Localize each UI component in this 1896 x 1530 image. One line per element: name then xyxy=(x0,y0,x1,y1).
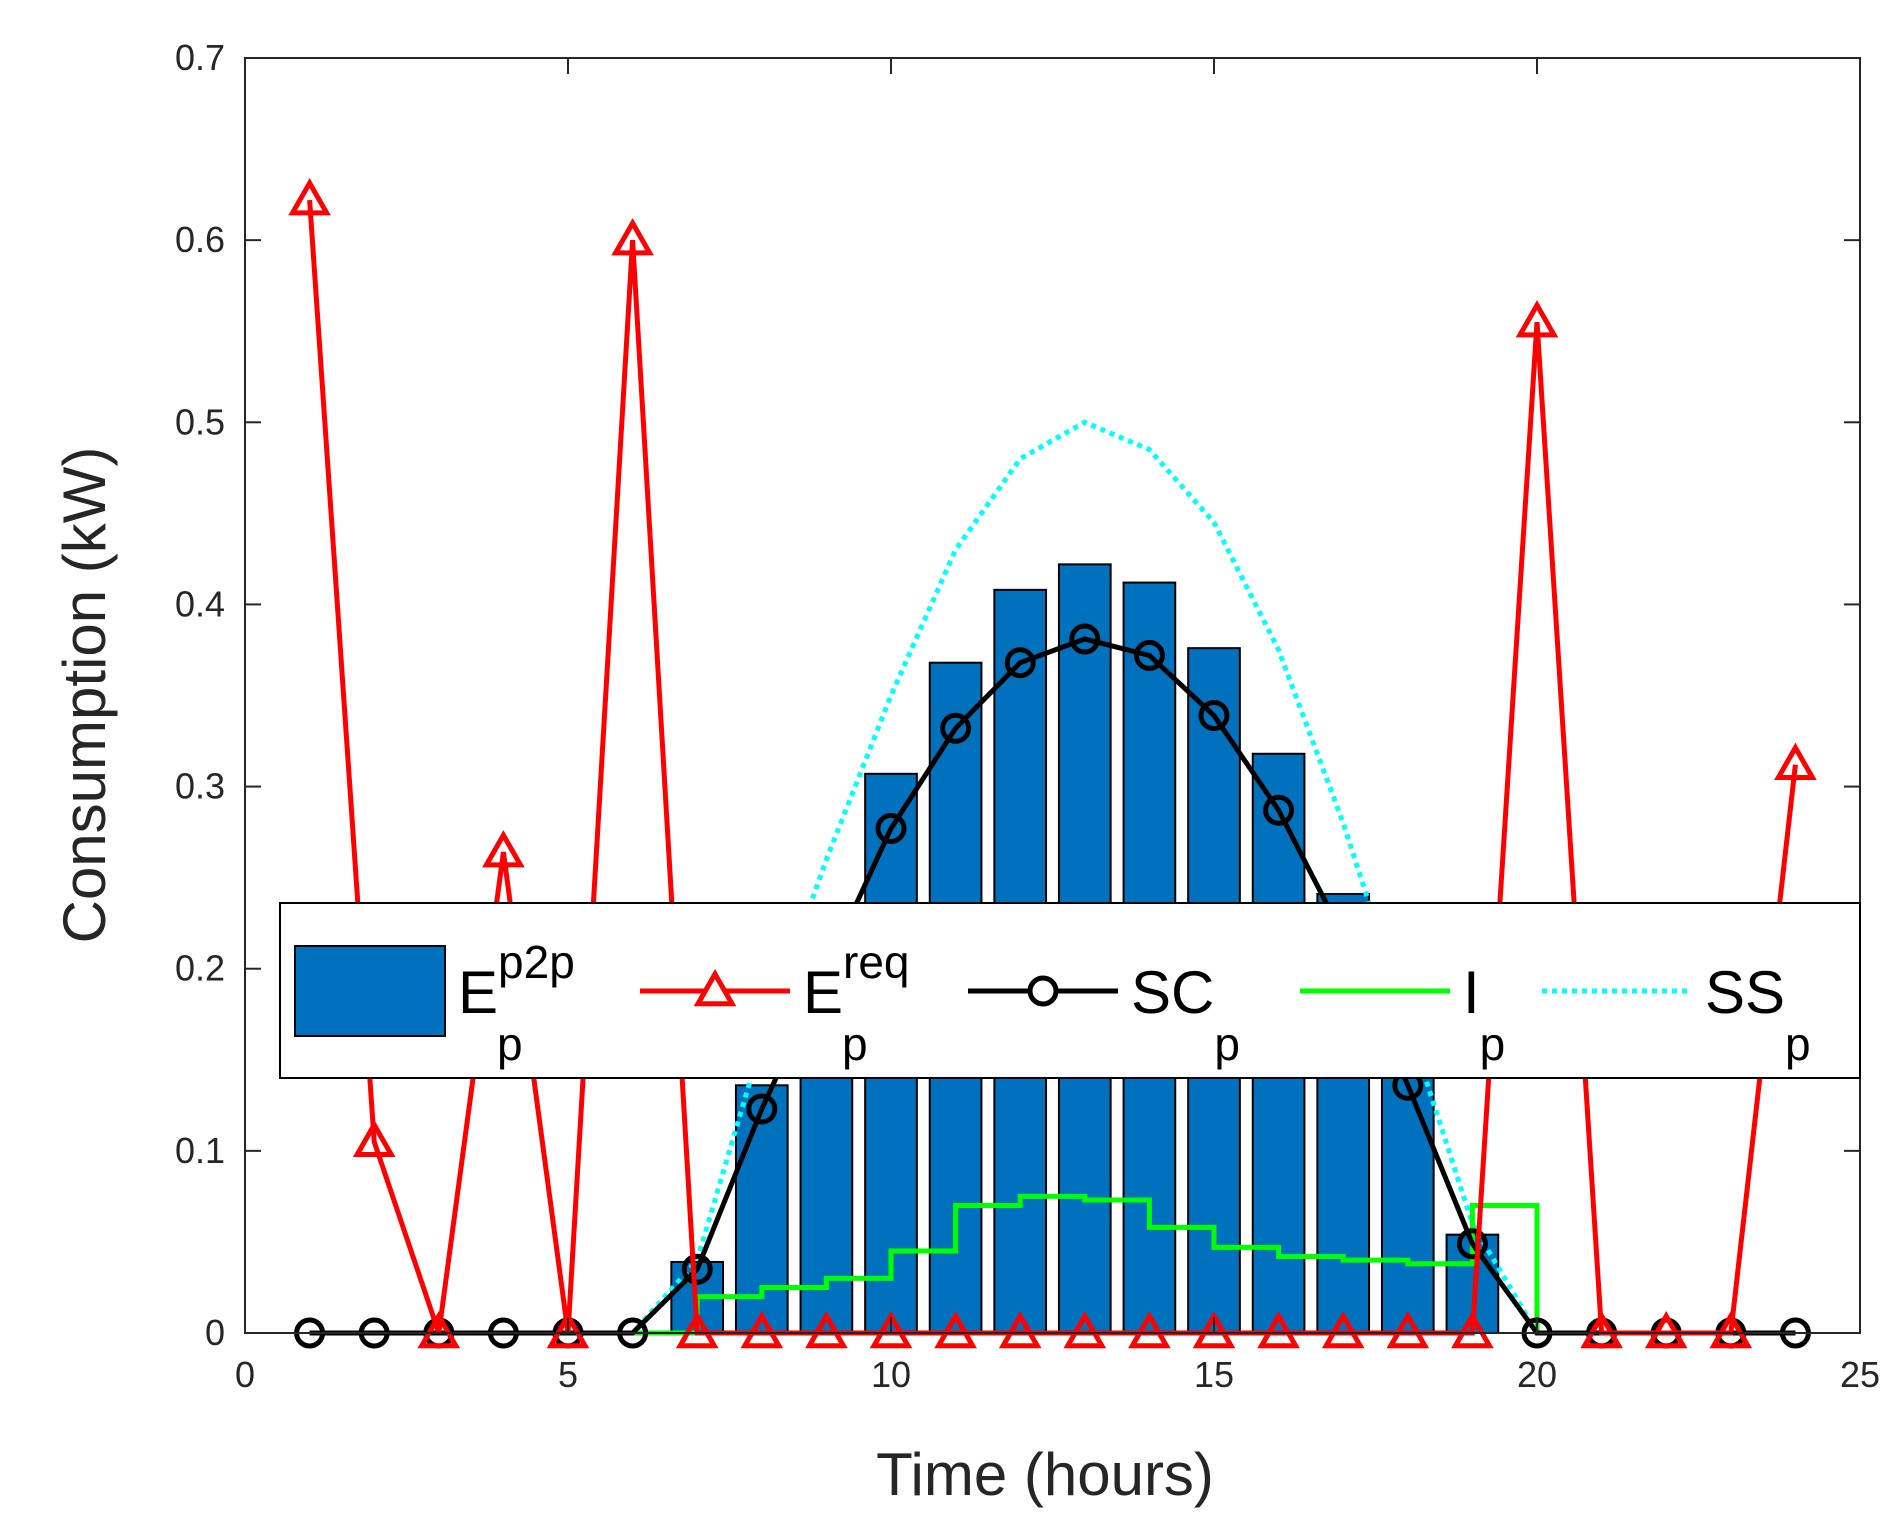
x-axis-title: Time (hours) xyxy=(876,1441,1214,1508)
sc-marker xyxy=(746,1093,778,1125)
legend-swatch-e-req-marker xyxy=(693,968,737,1007)
y-tick-label: 0 xyxy=(205,1312,225,1353)
y-tick-label: 0.5 xyxy=(175,401,225,442)
legend-label: SSp xyxy=(1705,959,1811,1070)
legend-label: SCp xyxy=(1131,959,1240,1070)
e-req-marker xyxy=(1321,1310,1365,1349)
sc-marker xyxy=(1456,1228,1488,1260)
legend-label-sub: p xyxy=(1480,1018,1506,1070)
sc-marker xyxy=(875,812,907,844)
e-req-marker xyxy=(869,1310,913,1349)
e-req-marker xyxy=(482,830,525,868)
sc-marker xyxy=(1133,639,1165,671)
legend-label-sub: p xyxy=(842,1018,868,1070)
legend-swatch-sc-marker xyxy=(1027,975,1059,1007)
e-req-marker xyxy=(805,1310,848,1349)
e-req-marker xyxy=(1063,1310,1107,1349)
y-tick-label: 0.1 xyxy=(175,1130,225,1171)
e-req-marker xyxy=(1644,1310,1688,1349)
x-tick-label: 15 xyxy=(1194,1354,1234,1395)
x-tick-label: 5 xyxy=(558,1354,578,1395)
legend-label-sup: p2p xyxy=(498,936,575,988)
sc-marker xyxy=(1069,623,1101,655)
e-req-marker xyxy=(675,1310,719,1349)
e-req-marker xyxy=(1128,1310,1171,1349)
legend-swatch-e-p2p xyxy=(294,945,446,1037)
legend-label-sup: req xyxy=(843,936,909,988)
sc-marker xyxy=(1263,794,1295,826)
legend-label-main: E xyxy=(458,959,498,1026)
legend-label-main: E xyxy=(803,959,843,1026)
e-req-marker xyxy=(546,1310,590,1349)
y-tick-label: 0.4 xyxy=(175,583,225,624)
e-req-marker xyxy=(1451,1310,1494,1349)
x-tick-label: 25 xyxy=(1840,1354,1880,1395)
e-req-marker xyxy=(998,1310,1042,1349)
legend-label: Ep2p p xyxy=(458,936,575,1070)
e-req-marker xyxy=(417,1310,461,1349)
x-tick-label: 0 xyxy=(235,1354,255,1395)
e-req-marker xyxy=(934,1310,977,1349)
sc-marker xyxy=(1004,647,1036,679)
e-req-marker xyxy=(1580,1310,1623,1349)
legend-label: Ip xyxy=(1463,959,1505,1070)
legend-label-sub: p xyxy=(1214,1018,1240,1070)
legend-label-main: SC xyxy=(1131,959,1214,1026)
legend-label-sub: p xyxy=(497,1018,523,1070)
x-tick-label: 20 xyxy=(1517,1354,1557,1395)
axes: 0 5 10 15 20 25 0 0.1 0.2 0.3 0.4 0.5 0.6 0.7 xyxy=(175,37,1880,1395)
sc-marker xyxy=(681,1253,713,1285)
sc-marker xyxy=(1198,700,1230,732)
y-tick-label: 0.6 xyxy=(175,219,225,260)
legend-label-main: I xyxy=(1463,959,1480,1026)
e-req-marker xyxy=(1386,1310,1430,1349)
e-req-marker xyxy=(1192,1310,1236,1349)
y-axis-title: Consumption (kW) xyxy=(51,447,118,944)
e-req-marker xyxy=(1709,1310,1753,1349)
e-req-marker xyxy=(288,178,331,216)
e-req-marker xyxy=(352,1119,396,1157)
legend-label-main: SS xyxy=(1705,959,1785,1026)
y-tick-label: 0.3 xyxy=(175,766,225,807)
y-tick-label: 0.7 xyxy=(175,37,225,78)
e-req-marker xyxy=(1774,742,1817,780)
x-tick-label: 10 xyxy=(871,1354,911,1395)
y-tick-label: 0.2 xyxy=(175,948,225,989)
sc-marker xyxy=(940,712,972,744)
e-req-marker xyxy=(1515,300,1559,338)
legend-label-sub: p xyxy=(1785,1018,1811,1070)
e-req-marker xyxy=(1257,1310,1300,1349)
legend-label: Ereq p xyxy=(803,936,910,1070)
e-req-marker xyxy=(740,1310,784,1349)
axes-box xyxy=(244,57,1861,1334)
e-req-marker xyxy=(611,218,654,256)
